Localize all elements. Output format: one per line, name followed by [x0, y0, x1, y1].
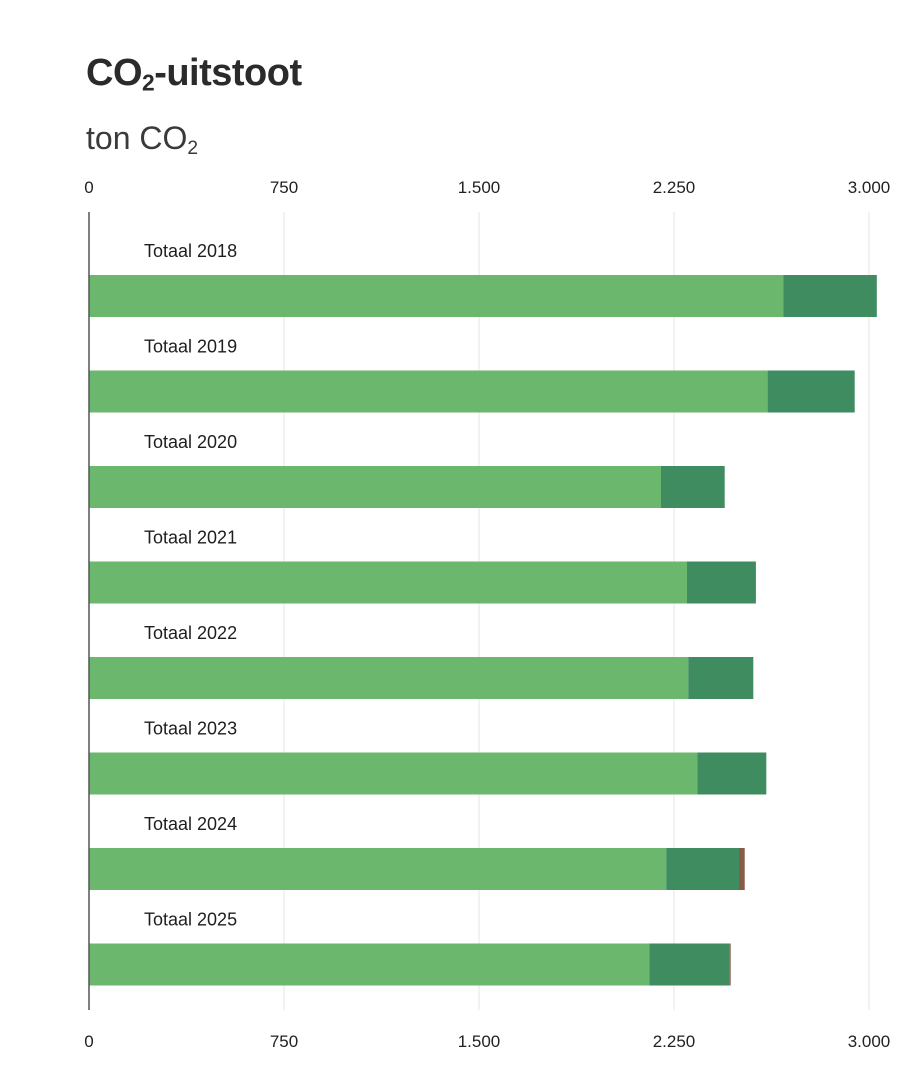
category-label: Totaal 2025 [144, 910, 237, 930]
category-label: Totaal 2024 [144, 814, 237, 834]
bar-segment [767, 370, 855, 413]
bar-segment [666, 848, 739, 890]
gridlines [283, 212, 870, 1010]
category-label: Totaal 2018 [144, 241, 237, 261]
bar-segment [89, 370, 768, 413]
bar-segment [649, 943, 730, 986]
bar-segment [89, 657, 689, 699]
top-tick-label: 1.500 [458, 178, 501, 197]
bar-segment [688, 657, 754, 699]
category-label: Totaal 2019 [144, 337, 237, 357]
bottom-tick-label: 0 [84, 1032, 93, 1051]
bottom-tick-label: 3.000 [848, 1032, 891, 1051]
bar-segment [89, 561, 687, 604]
category-label: Totaal 2023 [144, 719, 237, 739]
bar-segment [89, 848, 667, 890]
top-tick-label: 750 [270, 178, 298, 197]
top-tick-label: 2.250 [653, 178, 696, 197]
bar-segment [729, 943, 731, 986]
category-label: Totaal 2022 [144, 623, 237, 643]
bar-segment [89, 943, 650, 986]
bar-segment [783, 275, 877, 317]
bar-segment [697, 752, 767, 795]
top-tick-label: 3.000 [848, 178, 891, 197]
top-axis: 0 750 1.500 2.250 3.000 [84, 178, 890, 197]
bottom-tick-label: 2.250 [653, 1032, 696, 1051]
chart-subtitle: ton CO2 [86, 120, 199, 159]
bar-segment [687, 561, 756, 604]
bar-segment [89, 752, 698, 795]
category-label: Totaal 2021 [144, 528, 237, 548]
bars [89, 275, 877, 986]
bar-segment [661, 466, 725, 508]
bottom-tick-label: 1.500 [458, 1032, 501, 1051]
bar-segment [739, 848, 745, 890]
bar-segment [89, 275, 784, 317]
category-label: Totaal 2020 [144, 432, 237, 452]
bar-segment [89, 466, 661, 508]
category-labels: Totaal 2018 Totaal 2019 Totaal 2020 Totaal … [144, 241, 237, 930]
chart-title: CO2-uitstoot [86, 52, 302, 96]
bottom-axis: 0 750 1.500 2.250 3.000 [84, 1032, 890, 1051]
top-tick-label: 0 [84, 178, 93, 197]
bottom-tick-label: 750 [270, 1032, 298, 1051]
